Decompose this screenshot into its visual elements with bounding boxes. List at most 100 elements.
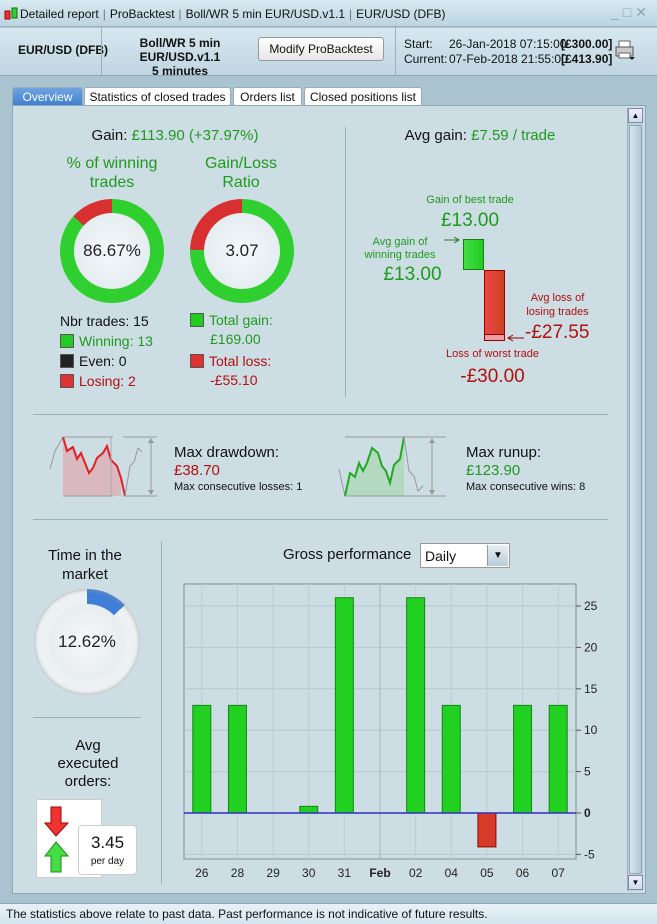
losing-count: Losing: 2 [79,373,136,389]
drawdown-value: £38.70 [174,462,220,479]
title-part: ProBacktest [109,7,175,21]
arrow-right-icon [444,236,460,244]
total-loss-value: -£55.10 [210,372,258,388]
worst-loss-bar [484,334,505,341]
start-label: Start: [404,37,433,51]
y-tick-label: 15 [584,682,598,696]
drawdown-sparkline [49,436,157,497]
x-tick-label: 05 [480,866,494,880]
bar-positive [192,704,212,814]
window-title: Detailed report | ProBacktest | Boll/WR 5 mi… [20,7,446,21]
x-tick-label: 07 [552,866,566,880]
time-market-donut: 12.62% [34,589,140,695]
timeframe: 5 minutes [151,64,208,78]
orders-unit: per day [90,856,125,867]
avg-loss-value: -£27.55 [525,322,590,343]
bar-positive [334,597,354,814]
maximize-icon[interactable]: □ [622,4,636,20]
start-date: 26-Jan-2018 07:15:00 [449,37,567,51]
current-label: Current: [404,52,448,66]
ratio-donut: 3.07 [190,199,294,303]
avg-loss-label: Avg loss of losing trades [526,292,589,318]
chevron-down-icon[interactable]: ▼ [487,545,508,566]
gain-value: £113.90 (+37.97%) [131,127,259,144]
even-count: Even: 0 [79,353,127,369]
start-value: [£300.00] [561,37,613,51]
gain-loss-totals: Total gain: £169.00 Total loss: -£55.10 [190,311,273,390]
minimize-icon[interactable]: _ [611,4,623,20]
avg-gain-label: Avg gain: [404,127,467,144]
x-tick-label: 30 [302,866,316,880]
winning-count: Winning: 13 [79,333,153,349]
print-icon[interactable] [614,40,636,62]
orders-value-box: 3.45 per day [78,825,137,875]
avg-gain-summary: Avg gain: £7.59 / trade [350,127,610,144]
arrow-left-icon [507,334,524,342]
modify-probacktest-button[interactable]: Modify ProBacktest [258,37,384,61]
x-tick-label: 26 [195,866,209,880]
avg-win-label: Avg gain of winning trades [364,236,436,261]
scroll-down-button[interactable]: ▼ [628,875,643,890]
orders-value: 3.45 [90,833,125,852]
bar-negative [477,812,497,848]
max-consecutive-wins: Max consecutive wins: 8 [466,481,586,493]
runup-sparkline [338,436,446,497]
close-icon[interactable]: ✕ [635,4,651,20]
time-market-title: Time in the market [48,547,122,583]
window-controls: _□✕ [611,4,651,21]
bar-positive [406,597,426,814]
tab-closed-positions-list[interactable]: Closed positions list [304,87,422,106]
total-gain-swatch [190,313,204,327]
tab-orders-list[interactable]: Orders list [233,87,302,106]
trade-counts: Nbr trades: 15 Winning: 13 Even: 0 Losin… [60,311,153,391]
strategy-info: Boll/WR 5 min EUR/USD.v1.1 5 minutes [106,36,254,78]
y-tick-label: -5 [584,847,595,861]
vertical-scrollbar[interactable]: ▲ ▼ [627,108,643,891]
title-part: EUR/USD (DFB) [356,7,446,21]
winning-percent: 86.67% [74,213,150,289]
ratio-value: 3.07 [204,213,280,289]
period-select[interactable]: Daily ▼ [420,543,510,568]
ratio-title: Gain/Loss Ratio [204,155,278,191]
avg-win-value: £13.00 [383,264,442,285]
bar-positive [548,704,568,814]
scroll-up-button[interactable]: ▲ [628,108,643,123]
winning-swatch [60,334,74,348]
x-tick-label: 06 [516,866,530,880]
best-trade-label: Gain of best trade [426,194,514,206]
worst-trade-label: Loss of worst trade [446,348,539,360]
strategy-name: Boll/WR 5 min EUR/USD.v1.1 [139,36,221,64]
bar-positive [227,704,247,814]
orders-title: Avg executed orders: [57,737,119,790]
scroll-thumb[interactable] [629,125,642,874]
current-date: 07-Feb-2018 21:55:00 [449,52,568,66]
total-loss-swatch [190,354,204,368]
x-tick-label: 29 [266,866,280,880]
y-tick-label: 5 [584,765,591,779]
x-tick-label: 04 [445,866,459,880]
order-arrows-icon [44,806,70,873]
winning-donut: 86.67% [60,199,164,303]
time-market-value: 12.62% [49,604,125,680]
bar-positive [441,704,461,814]
nbr-trades: Nbr trades: 15 [60,313,149,329]
y-tick-label: 25 [584,599,598,613]
winning-title: % of winning trades [66,155,158,191]
runup-label: Max runup: [466,444,542,461]
status-bar: The statistics above relate to past data… [0,903,657,924]
title-part: Detailed report [20,7,99,21]
even-swatch [60,354,74,368]
title-part: Boll/WR 5 min EUR/USD.v1.1 [185,7,346,21]
avg-gain-bar [463,239,484,270]
drawdown-label: Max drawdown: [174,444,280,461]
y-tick-label: 0 [584,806,591,820]
gain-summary: Gain: £113.90 (+37.97%) [40,127,310,144]
period-selected-value: Daily [425,548,457,564]
worst-trade-value: -£30.00 [460,366,525,387]
tab-overview[interactable]: Overview [12,87,83,106]
total-loss-label: Total loss: [209,353,272,369]
tab-statistics-closed-trades[interactable]: Statistics of closed trades [84,87,231,106]
x-tick-label: 28 [231,866,245,880]
total-gain-label: Total gain: [209,312,273,328]
